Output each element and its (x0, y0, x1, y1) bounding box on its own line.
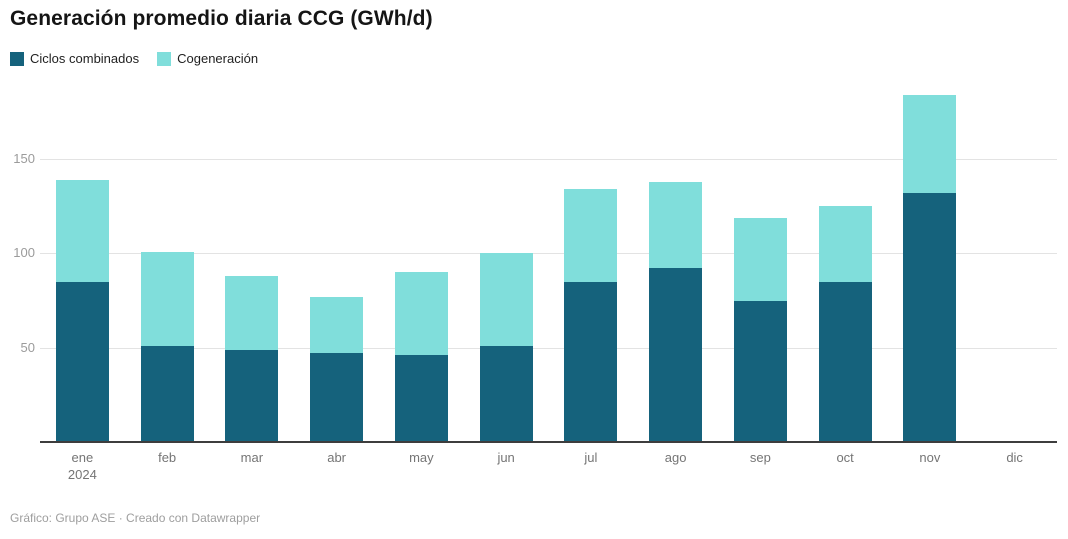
bar-segment-nov-ciclos-combinados[interactable] (903, 193, 957, 442)
x-axis-tick-label-nov: nov (919, 450, 941, 465)
x-axis-tick-label-ago: ago (664, 450, 687, 465)
gridline-50 (40, 347, 1057, 349)
chart-footer: Gráfico: Grupo ASE · Creado con Datawrap… (10, 511, 261, 525)
gridline-150 (40, 159, 1057, 161)
x-axis-tick-label-ene: ene (71, 450, 94, 465)
x-axis-tick-label-dic: dic (1006, 450, 1023, 465)
bar-segment-ago-cogeneracio-n[interactable] (649, 181, 703, 269)
bar-segment-nov-cogeneracio-n[interactable] (903, 94, 957, 194)
y-axis-tick-label: 50 (20, 339, 35, 355)
bar-segment-ago-ciclos-combinados[interactable] (649, 268, 703, 442)
x-axis-tick-label-sep: sep (749, 450, 771, 465)
bar-oct[interactable] (818, 206, 872, 442)
bar-ago[interactable] (649, 181, 703, 442)
bar-segment-oct-cogeneracio-n[interactable] (818, 206, 872, 282)
bar-segment-jul-ciclos-combinados[interactable] (564, 281, 618, 442)
legend-swatch-icon (10, 51, 24, 66)
bar-segment-sep-ciclos-combinados[interactable] (733, 300, 787, 442)
x-axis-tick-label-abr: abr (327, 450, 347, 465)
bar-segment-ene-cogeneracio-n[interactable] (55, 179, 109, 282)
bar-nov[interactable] (903, 94, 957, 442)
bar-segment-mar-cogeneracio-n[interactable] (225, 276, 279, 350)
x-axis-tick-label-may: may (409, 450, 434, 465)
bar-jun[interactable] (479, 253, 533, 442)
x-axis-baseline (40, 441, 1057, 443)
bar-segment-sep-cogeneracio-n[interactable] (733, 217, 787, 301)
bar-segment-feb-ciclos-combinados[interactable] (140, 345, 194, 442)
x-axis-tick-label-jun: jun (497, 450, 515, 465)
bar-feb[interactable] (140, 251, 194, 442)
x-axis-year-label: 2024 (67, 467, 97, 482)
bar-segment-mar-ciclos-combinados[interactable] (225, 349, 279, 442)
x-axis-tick-label-mar: mar (240, 450, 264, 465)
chart-title: Generación promedio diaria CCG (GWh/d) (10, 7, 433, 30)
bar-segment-jul-cogeneracio-n[interactable] (564, 189, 618, 282)
x-axis-tick-label-jul: jul (584, 450, 598, 465)
bar-mar[interactable] (225, 276, 279, 442)
bar-jul[interactable] (564, 189, 618, 442)
bar-segment-feb-cogeneracio-n[interactable] (140, 251, 194, 346)
bar-sep[interactable] (733, 217, 787, 442)
bar-segment-oct-ciclos-combinados[interactable] (818, 281, 872, 442)
y-axis-tick-label: 150 (13, 151, 35, 167)
gridline-100 (40, 253, 1057, 255)
x-axis-tick-label-oct: oct (836, 450, 854, 465)
bar-segment-jun-cogeneracio-n[interactable] (479, 253, 533, 346)
bar-may[interactable] (394, 272, 448, 442)
x-axis-tick-label-feb: feb (158, 450, 177, 465)
bar-segment-ene-ciclos-combinados[interactable] (55, 281, 109, 442)
bar-segment-abr-cogeneracio-n[interactable] (310, 296, 364, 354)
legend-item-ciclos-combinados: Ciclos combinados (10, 51, 139, 66)
legend: Ciclos combinados Cogeneración (10, 51, 258, 66)
bar-segment-abr-ciclos-combinados[interactable] (310, 353, 364, 442)
legend-item-cogeneracio-n: Cogeneración (157, 51, 258, 66)
y-axis-tick-label: 100 (13, 245, 35, 261)
bar-abr[interactable] (310, 296, 364, 442)
legend-swatch-icon (157, 51, 172, 66)
legend-label: Cogeneración (177, 51, 259, 66)
bar-segment-jun-ciclos-combinados[interactable] (479, 345, 533, 442)
bar-segment-may-ciclos-combinados[interactable] (394, 355, 448, 442)
legend-label: Ciclos combinados (30, 51, 140, 66)
bar-ene[interactable] (55, 179, 109, 442)
bar-segment-may-cogeneracio-n[interactable] (394, 272, 448, 356)
